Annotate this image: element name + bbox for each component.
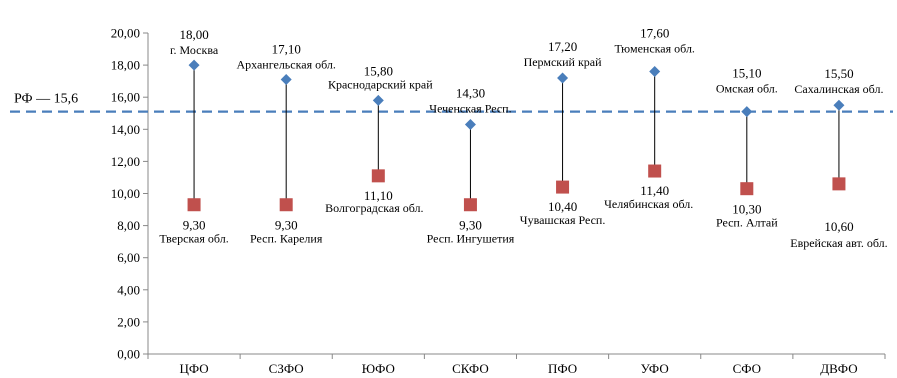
max-region-label: г. Москва bbox=[170, 43, 219, 57]
max-point bbox=[464, 118, 476, 130]
reference-line-group: РФ — 15,6 bbox=[10, 92, 893, 113]
y-tick-label: 18,00 bbox=[111, 58, 140, 73]
min-value-label: 9,30 bbox=[183, 218, 206, 233]
min-region-label: Респ. Алтай bbox=[716, 216, 778, 230]
max-point bbox=[372, 94, 384, 106]
min-value-label: 10,30 bbox=[732, 202, 761, 217]
y-tick-label: 2,00 bbox=[117, 314, 140, 329]
max-value-label: 18,00 bbox=[179, 27, 208, 42]
max-region-label: Тюменская обл. bbox=[614, 42, 695, 56]
min-point bbox=[740, 182, 754, 196]
max-value-label: 17,20 bbox=[548, 39, 577, 54]
y-tick-label: 10,00 bbox=[111, 186, 140, 201]
min-region-label: Тверская обл. bbox=[159, 232, 228, 246]
min-point bbox=[187, 198, 201, 212]
min-region-label: Волгоградская обл. bbox=[325, 201, 423, 215]
min-point bbox=[556, 180, 570, 194]
min-region-label: Челябинская обл. bbox=[604, 197, 693, 211]
x-tick-label: СЗФО bbox=[269, 361, 304, 376]
max-region-label: Пермский край bbox=[524, 55, 603, 69]
max-value-label: 17,60 bbox=[640, 26, 669, 41]
min-point bbox=[463, 198, 477, 212]
min-value-label: 11,10 bbox=[364, 188, 393, 203]
min-region-label: Чувашская Респ. bbox=[520, 213, 606, 227]
x-tick-label: УФО bbox=[641, 361, 669, 376]
max-value-label: 15,10 bbox=[732, 66, 761, 81]
min-value-label: 10,40 bbox=[548, 199, 577, 214]
x-tick-label: СФО bbox=[733, 361, 762, 376]
axes: 0,00 2,00 4,00 6,00 8,00 10,00 12,00 14,00 16,00… bbox=[111, 26, 886, 376]
max-region-label: Сахалинская обл. bbox=[794, 82, 883, 96]
y-tick-label: 4,00 bbox=[117, 282, 140, 297]
y-tick-label: 6,00 bbox=[117, 250, 140, 265]
min-region-label: Респ. Ингушетия bbox=[427, 232, 515, 246]
max-value-label: 15,50 bbox=[824, 66, 853, 81]
connectors bbox=[193, 65, 840, 205]
max-point bbox=[280, 74, 292, 86]
min-point bbox=[832, 177, 846, 191]
max-point bbox=[188, 59, 200, 71]
x-tick-label: ЦФО bbox=[179, 361, 208, 376]
min-region-label: Еврейская авт. обл. bbox=[790, 236, 887, 250]
max-point bbox=[649, 66, 661, 78]
y-tick-label: 16,00 bbox=[111, 90, 140, 105]
min-value-label: 11,40 bbox=[640, 183, 669, 198]
x-tick-label: ПФО bbox=[548, 361, 577, 376]
y-tick-label: 14,00 bbox=[111, 122, 140, 137]
min-point bbox=[279, 198, 293, 212]
min-point bbox=[371, 169, 385, 183]
min-value-label: 9,30 bbox=[459, 218, 482, 233]
max-region-label: Омская обл. bbox=[716, 82, 778, 96]
y-tick-label: 12,00 bbox=[111, 154, 140, 169]
max-point bbox=[557, 72, 569, 84]
y-tick-label: 0,00 bbox=[117, 347, 140, 362]
max-point bbox=[833, 99, 845, 111]
max-point bbox=[741, 106, 753, 118]
reference-line-label: РФ — 15,6 bbox=[14, 92, 78, 107]
min-point bbox=[648, 164, 662, 178]
min-value-label: 9,30 bbox=[275, 218, 298, 233]
x-tick-label: СКФО bbox=[452, 361, 489, 376]
max-region-label: Архангельская обл. bbox=[236, 58, 335, 72]
max-value-label: 17,10 bbox=[272, 42, 301, 57]
x-tick-label: ЮФО bbox=[362, 361, 395, 376]
min-region-label: Респ. Карелия bbox=[250, 232, 323, 246]
x-tick-label: ДВФО bbox=[820, 361, 857, 376]
y-tick-label: 20,00 bbox=[111, 26, 140, 41]
max-value-label: 15,80 bbox=[364, 63, 393, 78]
marks bbox=[187, 59, 846, 212]
min-value-label: 10,60 bbox=[824, 219, 853, 234]
max-value-label: 14,30 bbox=[456, 85, 485, 100]
y-tick-label: 8,00 bbox=[117, 218, 140, 233]
max-region-label: Чеченская Респ. bbox=[429, 101, 511, 115]
max-region-label: Краснодарский край bbox=[328, 77, 433, 91]
